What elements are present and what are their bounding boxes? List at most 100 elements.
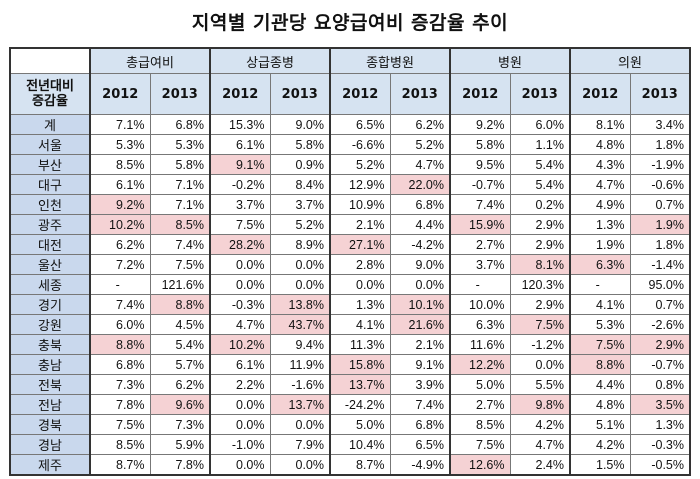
value-cell: 1.9% (569, 234, 631, 255)
value-cell: 5.0% (329, 414, 391, 435)
value-cell: 28.2% (209, 234, 271, 255)
value-cell: 5.4% (509, 174, 571, 195)
value-cell: 7.8% (149, 454, 211, 476)
region-label: 경북 (9, 414, 91, 435)
value-cell: 12.9% (329, 174, 391, 195)
value-cell: 5.8% (149, 154, 211, 175)
value-cell: 120.3% (509, 274, 571, 295)
value-cell: 4.1% (329, 314, 391, 335)
value-cell: 6.8% (149, 114, 211, 135)
value-cell: 7.2% (89, 254, 151, 275)
year-header: 2012 (569, 73, 631, 115)
value-cell: 0.2% (509, 194, 571, 215)
value-cell: 8.5% (149, 214, 211, 235)
value-cell: - (569, 274, 631, 295)
value-cell: 0.0% (389, 274, 451, 295)
table-row: 경북 7.5% 7.3% 0.0% 0.0% 5.0% 6.8% 8.5% 4.2% 5.1% 1.… (9, 414, 691, 435)
value-cell: 9.2% (89, 194, 151, 215)
value-cell: 5.3% (149, 134, 211, 155)
value-cell: 7.5% (149, 254, 211, 275)
value-cell: 12.6% (449, 454, 511, 476)
group-header: 병원 (449, 47, 571, 74)
value-cell: 10.2% (89, 214, 151, 235)
value-cell: 2.1% (329, 214, 391, 235)
region-label: 충남 (9, 354, 91, 375)
value-cell: -4.9% (389, 454, 451, 476)
value-cell: 43.7% (269, 314, 331, 335)
value-cell: 27.1% (329, 234, 391, 255)
value-cell: 8.5% (449, 414, 511, 435)
value-cell: 7.1% (149, 194, 211, 215)
value-cell: -1.0% (209, 434, 271, 455)
corner-cell (9, 47, 91, 74)
value-cell: 4.8% (569, 394, 631, 415)
region-label: 전남 (9, 394, 91, 415)
value-cell: 0.0% (209, 394, 271, 415)
value-cell: 6.5% (389, 434, 451, 455)
value-cell: 8.8% (569, 354, 631, 375)
region-label: 충북 (9, 334, 91, 355)
value-cell: 6.0% (89, 314, 151, 335)
value-cell: 9.0% (389, 254, 451, 275)
corner-label: 전년대비 증감율 (9, 73, 91, 115)
value-cell: 6.8% (389, 194, 451, 215)
value-cell: -1.9% (629, 154, 691, 175)
value-cell: 4.7% (209, 314, 271, 335)
value-cell: 22.0% (389, 174, 451, 195)
value-cell: 7.8% (89, 394, 151, 415)
value-cell: 95.0% (629, 274, 691, 295)
value-cell: 0.0% (269, 254, 331, 275)
value-cell: 2.9% (509, 294, 571, 315)
growth-rate-table: 총급여비 상급종병 종합병원 병원 의원 전년대비 증감율 2012 2013 … (9, 47, 691, 476)
value-cell: 0.8% (629, 374, 691, 395)
value-cell: 5.2% (329, 154, 391, 175)
value-cell: 9.0% (269, 114, 331, 135)
table-row: 경남 8.5% 5.9% -1.0% 7.9% 10.4% 6.5% 7.5% 4.7% 4.2%… (9, 434, 691, 455)
value-cell: 9.1% (389, 354, 451, 375)
value-cell: -1.6% (269, 374, 331, 395)
year-header: 2013 (629, 73, 691, 115)
value-cell: 10.2% (209, 334, 271, 355)
value-cell: 5.2% (389, 134, 451, 155)
value-cell: 4.5% (149, 314, 211, 335)
value-cell: 9.1% (209, 154, 271, 175)
value-cell: 0.0% (209, 274, 271, 295)
value-cell: 4.1% (569, 294, 631, 315)
region-label: 인천 (9, 194, 91, 215)
value-cell: 2.4% (509, 454, 571, 476)
value-cell: 3.7% (269, 194, 331, 215)
table-row: 대전 6.2% 7.4% 28.2% 8.9% 27.1% -4.2% 2.7% 2.9% 1.9… (9, 234, 691, 255)
group-header: 종합병원 (329, 47, 451, 74)
value-cell: -0.6% (629, 174, 691, 195)
value-cell: 2.1% (389, 334, 451, 355)
value-cell: 4.7% (569, 174, 631, 195)
region-label: 대전 (9, 234, 91, 255)
table-row: 광주 10.2% 8.5% 7.5% 5.2% 2.1% 4.4% 15.9% 2.9% 1.3%… (9, 214, 691, 235)
value-cell: 7.4% (389, 394, 451, 415)
value-cell: 5.0% (449, 374, 511, 395)
value-cell: 8.7% (329, 454, 391, 476)
value-cell: 6.0% (509, 114, 571, 135)
value-cell: 7.5% (89, 414, 151, 435)
value-cell: 2.7% (449, 394, 511, 415)
value-cell: -0.7% (449, 174, 511, 195)
table-row: 강원 6.0% 4.5% 4.7% 43.7% 4.1% 21.6% 6.3% 7.5% 5.3%… (9, 314, 691, 335)
table-row: 울산 7.2% 7.5% 0.0% 0.0% 2.8% 9.0% 3.7% 8.1% 6.3% -1… (9, 254, 691, 275)
value-cell: 15.3% (209, 114, 271, 135)
value-cell: 4.3% (569, 154, 631, 175)
value-cell: 6.1% (89, 174, 151, 195)
year-header: 2013 (269, 73, 331, 115)
value-cell: 7.3% (89, 374, 151, 395)
page-title: 지역별 기관당 요양급여비 증감율 추이 (191, 12, 509, 34)
value-cell: 7.4% (89, 294, 151, 315)
value-cell: 11.9% (269, 354, 331, 375)
value-cell: 6.1% (209, 134, 271, 155)
value-cell: 5.3% (569, 314, 631, 335)
region-label: 경남 (9, 434, 91, 455)
value-cell: 3.9% (389, 374, 451, 395)
region-label: 서울 (9, 134, 91, 155)
value-cell: 5.9% (149, 434, 211, 455)
value-cell: -0.5% (629, 454, 691, 476)
value-cell: 2.8% (329, 254, 391, 275)
value-cell: 1.3% (629, 414, 691, 435)
